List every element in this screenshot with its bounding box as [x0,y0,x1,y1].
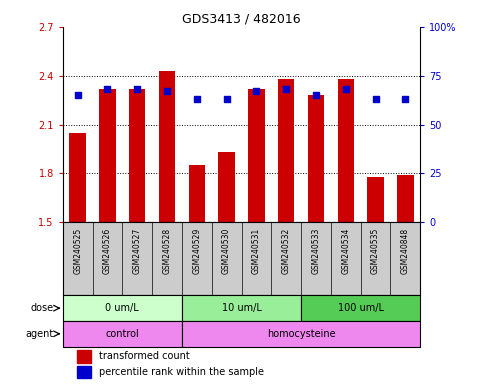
Point [282,86,290,93]
Point [312,92,320,98]
Text: GSM240530: GSM240530 [222,228,231,274]
Bar [129,89,145,222]
Text: GSM240525: GSM240525 [73,228,82,274]
Bar [182,295,301,321]
Text: GSM240532: GSM240532 [282,228,291,274]
Point [74,92,82,98]
Bar [189,165,205,222]
Point [104,86,112,93]
Text: GSM240527: GSM240527 [133,228,142,274]
Bar [182,321,420,347]
Bar [77,350,91,363]
Point [223,96,230,102]
Text: percentile rank within the sample: percentile rank within the sample [99,367,264,377]
Text: GSM240531: GSM240531 [252,228,261,274]
Text: GSM240528: GSM240528 [163,228,171,274]
Bar [248,89,265,222]
Point [401,96,409,102]
Title: GDS3413 / 482016: GDS3413 / 482016 [182,13,301,26]
Bar [218,152,235,222]
Bar [278,79,294,222]
Bar [63,295,182,321]
Point [163,88,171,94]
Text: agent: agent [26,329,54,339]
Bar [338,79,354,222]
Bar [397,175,413,222]
Text: homocysteine: homocysteine [267,329,335,339]
Bar [308,95,324,222]
Point [193,96,201,102]
Text: 10 um/L: 10 um/L [222,303,261,313]
Text: GSM240529: GSM240529 [192,228,201,274]
Bar [99,89,115,222]
Text: 0 um/L: 0 um/L [105,303,139,313]
Bar [63,321,182,347]
Bar [368,177,384,222]
Text: transformed count: transformed count [99,351,189,361]
Point [133,86,141,93]
Text: GSM240534: GSM240534 [341,228,350,274]
Text: GSM240848: GSM240848 [401,228,410,274]
Point [372,96,380,102]
Point [253,88,260,94]
Text: GSM240526: GSM240526 [103,228,112,274]
Text: GSM240533: GSM240533 [312,228,320,274]
Text: GSM240535: GSM240535 [371,228,380,274]
Bar [77,366,91,379]
Bar [159,71,175,222]
Text: 100 um/L: 100 um/L [338,303,384,313]
Text: dose: dose [31,303,54,313]
Point [342,86,350,93]
Text: control: control [105,329,139,339]
Bar [70,132,86,222]
Bar [301,295,420,321]
